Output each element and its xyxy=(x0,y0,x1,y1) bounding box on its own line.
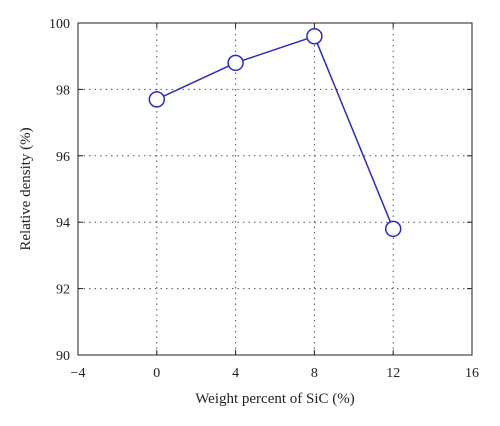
y-axis-label: Relative density (%) xyxy=(18,127,34,250)
y-tick-label: 92 xyxy=(56,283,70,298)
x-tick-label: 16 xyxy=(465,366,479,381)
grid-lines xyxy=(78,23,472,355)
x-tick-label: 4 xyxy=(232,366,239,381)
ticks: −4 0 4 8 12 16 90 92 94 96 98 100 xyxy=(49,17,479,381)
data-point xyxy=(306,28,323,45)
y-tick-label: 100 xyxy=(49,17,70,32)
plot-frame xyxy=(77,22,473,356)
series-line xyxy=(156,35,394,230)
x-tick-label: 8 xyxy=(311,366,318,381)
data-point xyxy=(384,220,402,238)
data-point xyxy=(148,91,166,108)
y-tick-label: 94 xyxy=(56,216,70,231)
x-tick-label: −4 xyxy=(71,366,86,381)
y-tick-label: 98 xyxy=(56,83,70,98)
series-group xyxy=(148,28,402,238)
data-point xyxy=(227,54,244,72)
x-axis-label: Weight percent of SiC (%) xyxy=(195,391,355,407)
x-tick-label: 12 xyxy=(386,366,400,381)
y-tick-label: 96 xyxy=(56,150,70,165)
x-tick-label: 0 xyxy=(153,366,160,381)
y-tick-label: 90 xyxy=(56,349,70,364)
